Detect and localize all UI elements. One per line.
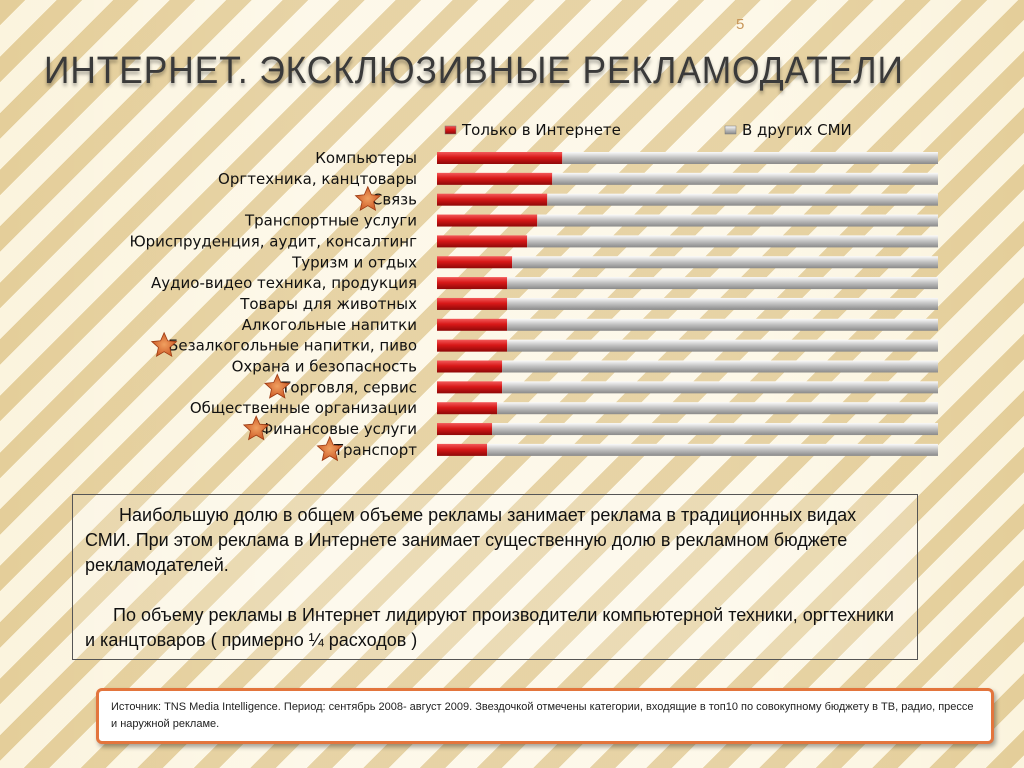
summary-paragraph-2: По объему рекламы в Интернет лидируют пр… — [85, 605, 894, 650]
category-label: Алкогольные напитки — [242, 316, 417, 334]
bar-chart: Только в Интернете В других СМИ Компьютер… — [129, 121, 938, 462]
page-number: 5 — [736, 16, 745, 33]
category-label: Туризм и отдых — [291, 253, 417, 271]
bar-internet-only — [437, 360, 503, 373]
bar-other-media — [502, 360, 938, 373]
bar-internet-only — [437, 214, 538, 227]
bar-other-media — [492, 423, 938, 436]
bar-internet-only — [437, 256, 513, 269]
bar-other-media — [537, 214, 938, 227]
legend-swatch-1 — [444, 125, 457, 135]
star-marker-icon — [263, 373, 291, 399]
category-label: Транспортные услуги — [244, 212, 417, 230]
category-label: Торговля, сервис — [280, 378, 417, 396]
category-label: Товары для животных — [239, 295, 417, 313]
legend-swatch-2 — [724, 125, 737, 135]
bar-internet-only — [437, 235, 528, 248]
page-title: ИНТЕРНЕТ. ЭКСКЛЮЗИВНЫЕ РЕКЛАМОДАТЕЛИ — [44, 50, 904, 92]
bar-internet-only — [437, 381, 503, 394]
bar-internet-only — [437, 318, 508, 331]
category-label: Юриспруденция, аудит, консалтинг — [129, 232, 417, 250]
bar-other-media — [512, 256, 938, 269]
legend-label-1: Только в Интернете — [461, 121, 621, 139]
star-marker-icon — [242, 415, 270, 441]
star-marker-icon — [354, 185, 382, 212]
category-label: Безалкогольные напитки, пиво — [168, 337, 417, 355]
bar-other-media — [507, 297, 938, 310]
chart-legend: Только в Интернете В других СМИ — [444, 121, 852, 139]
category-label: Транспорт — [333, 441, 417, 459]
category-label: Охрана и безопасность — [232, 358, 417, 376]
category-label: Финансовые услуги — [260, 420, 417, 438]
bar-other-media — [552, 172, 938, 185]
bar-internet-only — [437, 172, 553, 185]
bar-internet-only — [437, 339, 508, 352]
bar-other-media — [502, 381, 938, 394]
category-label: Общественные организации — [190, 399, 417, 417]
chart-category-labels: Компьютеры Оргтехника, канцтовары Связь Тра… — [129, 149, 417, 459]
bar-other-media — [507, 318, 938, 331]
bar-other-media — [487, 443, 938, 456]
bar-internet-only — [437, 277, 508, 290]
category-label: Связь — [372, 191, 417, 209]
star-marker-icon — [316, 435, 344, 462]
bar-internet-only — [437, 152, 563, 164]
bar-internet-only — [437, 402, 498, 415]
category-label: Оргтехника, канцтовары — [218, 170, 417, 188]
source-note: Источник: TNS Media Intelligence. Период… — [96, 688, 994, 744]
bar-internet-only — [437, 297, 508, 310]
summary-paragraph-1: Наибольшую долю в общем объеме рекламы з… — [85, 505, 857, 575]
star-marker-icon — [150, 331, 178, 358]
chart-bars — [437, 152, 938, 456]
summary-text-box: Наибольшую долю в общем объеме рекламы з… — [72, 494, 918, 660]
bar-other-media — [497, 402, 938, 415]
bar-internet-only — [437, 193, 548, 206]
bar-other-media — [547, 193, 938, 206]
bar-other-media — [527, 235, 938, 248]
category-label: Аудио-видео техника, продукция — [151, 274, 417, 292]
bar-other-media — [507, 339, 938, 352]
bar-other-media — [507, 277, 938, 290]
bar-internet-only — [437, 443, 488, 456]
category-label: Компьютеры — [315, 149, 417, 167]
legend-label-2: В других СМИ — [742, 121, 852, 139]
chart-star-markers — [150, 185, 382, 462]
bar-internet-only — [437, 423, 493, 436]
bar-other-media — [562, 152, 938, 164]
